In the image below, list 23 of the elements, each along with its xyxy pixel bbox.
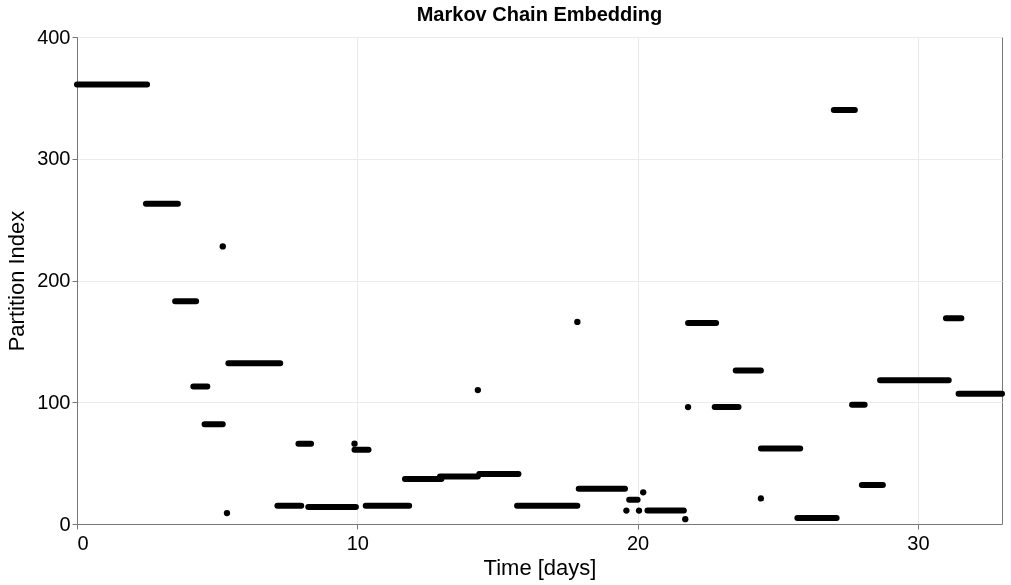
- y-tick-label: 200: [37, 269, 71, 291]
- x-tick-label: 20: [626, 531, 650, 554]
- point: [623, 507, 630, 514]
- point: [757, 495, 765, 502]
- point: [684, 403, 692, 411]
- y-axis-title: Partition Index: [4, 210, 30, 352]
- point: [640, 489, 647, 496]
- point: [574, 318, 581, 326]
- x-tick-label: 30: [907, 531, 930, 554]
- x-tick-label: 0: [77, 531, 89, 554]
- y-tick-label: 100: [37, 390, 71, 413]
- y-tick-label: 400: [37, 25, 71, 48]
- point: [219, 243, 226, 250]
- x-axis-title: Time [days]: [483, 554, 597, 580]
- y-tick-label: 300: [37, 147, 71, 170]
- y-tick-label: 0: [59, 512, 71, 535]
- chart-title: Markov Chain Embedding: [416, 3, 663, 25]
- point: [223, 509, 231, 517]
- point: [682, 515, 689, 523]
- point: [351, 440, 358, 447]
- x-tick-label: 10: [346, 531, 369, 554]
- point: [474, 386, 481, 394]
- point: [635, 507, 643, 514]
